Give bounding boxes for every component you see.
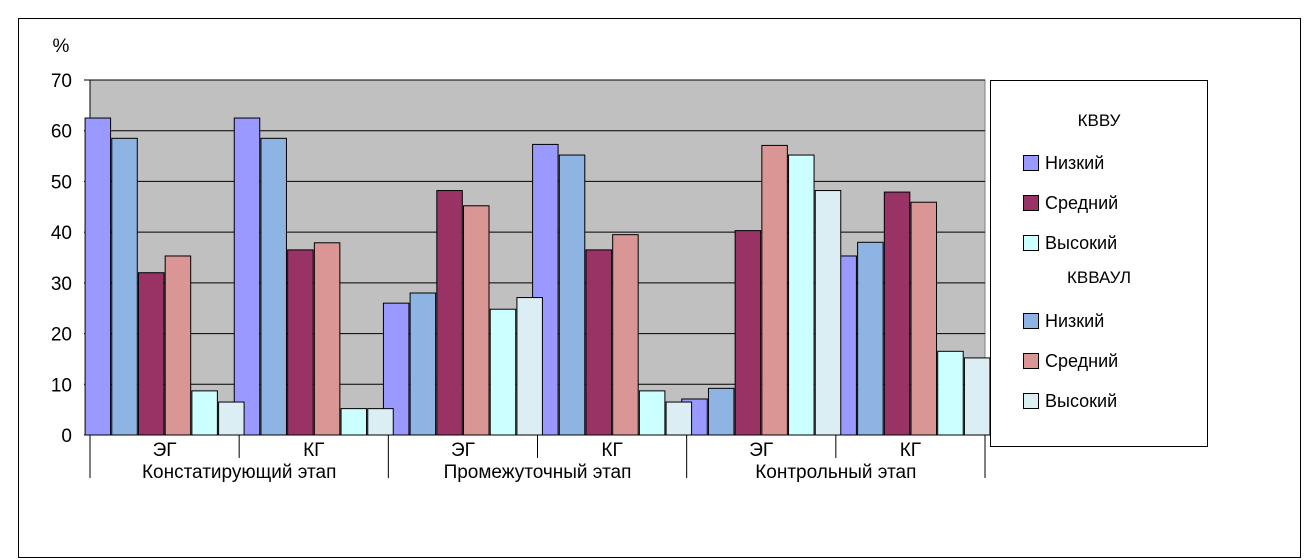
legend-swatch bbox=[1023, 235, 1039, 251]
legend-item: Низкий bbox=[1023, 310, 1104, 332]
bar bbox=[788, 154, 815, 436]
x-tick-label: ЭГ bbox=[749, 440, 773, 461]
bar bbox=[436, 190, 463, 436]
x-tick-label: КГ bbox=[900, 440, 921, 461]
bar bbox=[287, 249, 314, 436]
bar bbox=[761, 144, 788, 436]
stage-label: Констатирующий этап bbox=[142, 462, 336, 483]
legend-item: Средний bbox=[1023, 192, 1118, 214]
bar bbox=[340, 408, 368, 436]
legend-item: Средний bbox=[1023, 350, 1118, 372]
legend-swatch bbox=[1023, 313, 1039, 329]
stage-label: Промежуточный этап bbox=[444, 462, 632, 483]
legend: КВВУ Низкий Средний Высокий КВВАУЛ Низкий Сред… bbox=[990, 80, 1208, 447]
bar bbox=[367, 408, 394, 436]
bar bbox=[814, 190, 842, 436]
bar bbox=[260, 137, 287, 436]
bar bbox=[84, 117, 112, 436]
legend-swatch bbox=[1023, 353, 1039, 369]
y-tick-label: 30 bbox=[51, 274, 72, 295]
legend-group-title: КВВУ bbox=[1077, 111, 1121, 130]
bar bbox=[489, 308, 517, 436]
bar bbox=[313, 242, 341, 436]
legend-item: Низкий bbox=[1023, 152, 1104, 174]
bar bbox=[463, 205, 490, 436]
legend-swatch bbox=[1023, 155, 1039, 171]
bar bbox=[409, 292, 437, 436]
stage-label: Контрольный этап bbox=[755, 462, 916, 483]
y-tick-label: 0 bbox=[61, 426, 72, 447]
y-tick-label: 50 bbox=[51, 172, 72, 193]
bar bbox=[111, 137, 138, 436]
legend-label: Низкий bbox=[1045, 152, 1105, 173]
bar bbox=[883, 191, 911, 436]
bar bbox=[164, 255, 192, 436]
legend-item: Высокий bbox=[1023, 232, 1117, 254]
bar bbox=[516, 297, 543, 436]
bar bbox=[585, 249, 612, 436]
legend-label: Высокий bbox=[1045, 232, 1118, 253]
y-tick-label: 60 bbox=[51, 122, 72, 143]
bar bbox=[191, 390, 218, 436]
x-tick-label: КГ bbox=[303, 440, 324, 461]
x-tick-label: КГ bbox=[601, 440, 622, 461]
bar bbox=[857, 241, 884, 436]
x-tick-label: ЭГ bbox=[153, 440, 177, 461]
y-tick-label: 20 bbox=[51, 325, 72, 346]
bar bbox=[910, 201, 938, 436]
bar bbox=[963, 357, 991, 436]
y-tick-label: 10 bbox=[51, 375, 72, 396]
x-tick-label: ЭГ bbox=[451, 440, 475, 461]
y-tick-label: 40 bbox=[51, 223, 72, 244]
bar bbox=[612, 234, 639, 436]
bar bbox=[382, 302, 410, 436]
legend-label: Высокий bbox=[1045, 390, 1118, 411]
legend-swatch bbox=[1023, 393, 1039, 409]
bar bbox=[707, 387, 735, 436]
bar bbox=[233, 117, 261, 436]
bar bbox=[937, 350, 964, 436]
bar bbox=[137, 272, 165, 436]
legend-label: Низкий bbox=[1045, 310, 1105, 331]
y-tick-label: 70 bbox=[51, 71, 72, 92]
bar bbox=[558, 154, 586, 436]
y-unit-label: % bbox=[53, 36, 70, 57]
bar bbox=[218, 401, 245, 436]
legend-swatch bbox=[1023, 195, 1039, 211]
bar bbox=[734, 230, 762, 436]
legend-label: Средний bbox=[1045, 350, 1119, 371]
legend-label: Средний bbox=[1045, 192, 1119, 213]
legend-group-title: КВВАУЛ bbox=[1067, 268, 1131, 287]
bar bbox=[665, 401, 693, 436]
legend-item: Высокий bbox=[1023, 390, 1117, 412]
bar bbox=[638, 390, 666, 436]
